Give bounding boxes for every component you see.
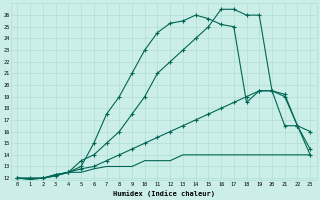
X-axis label: Humidex (Indice chaleur): Humidex (Indice chaleur) <box>113 190 215 197</box>
